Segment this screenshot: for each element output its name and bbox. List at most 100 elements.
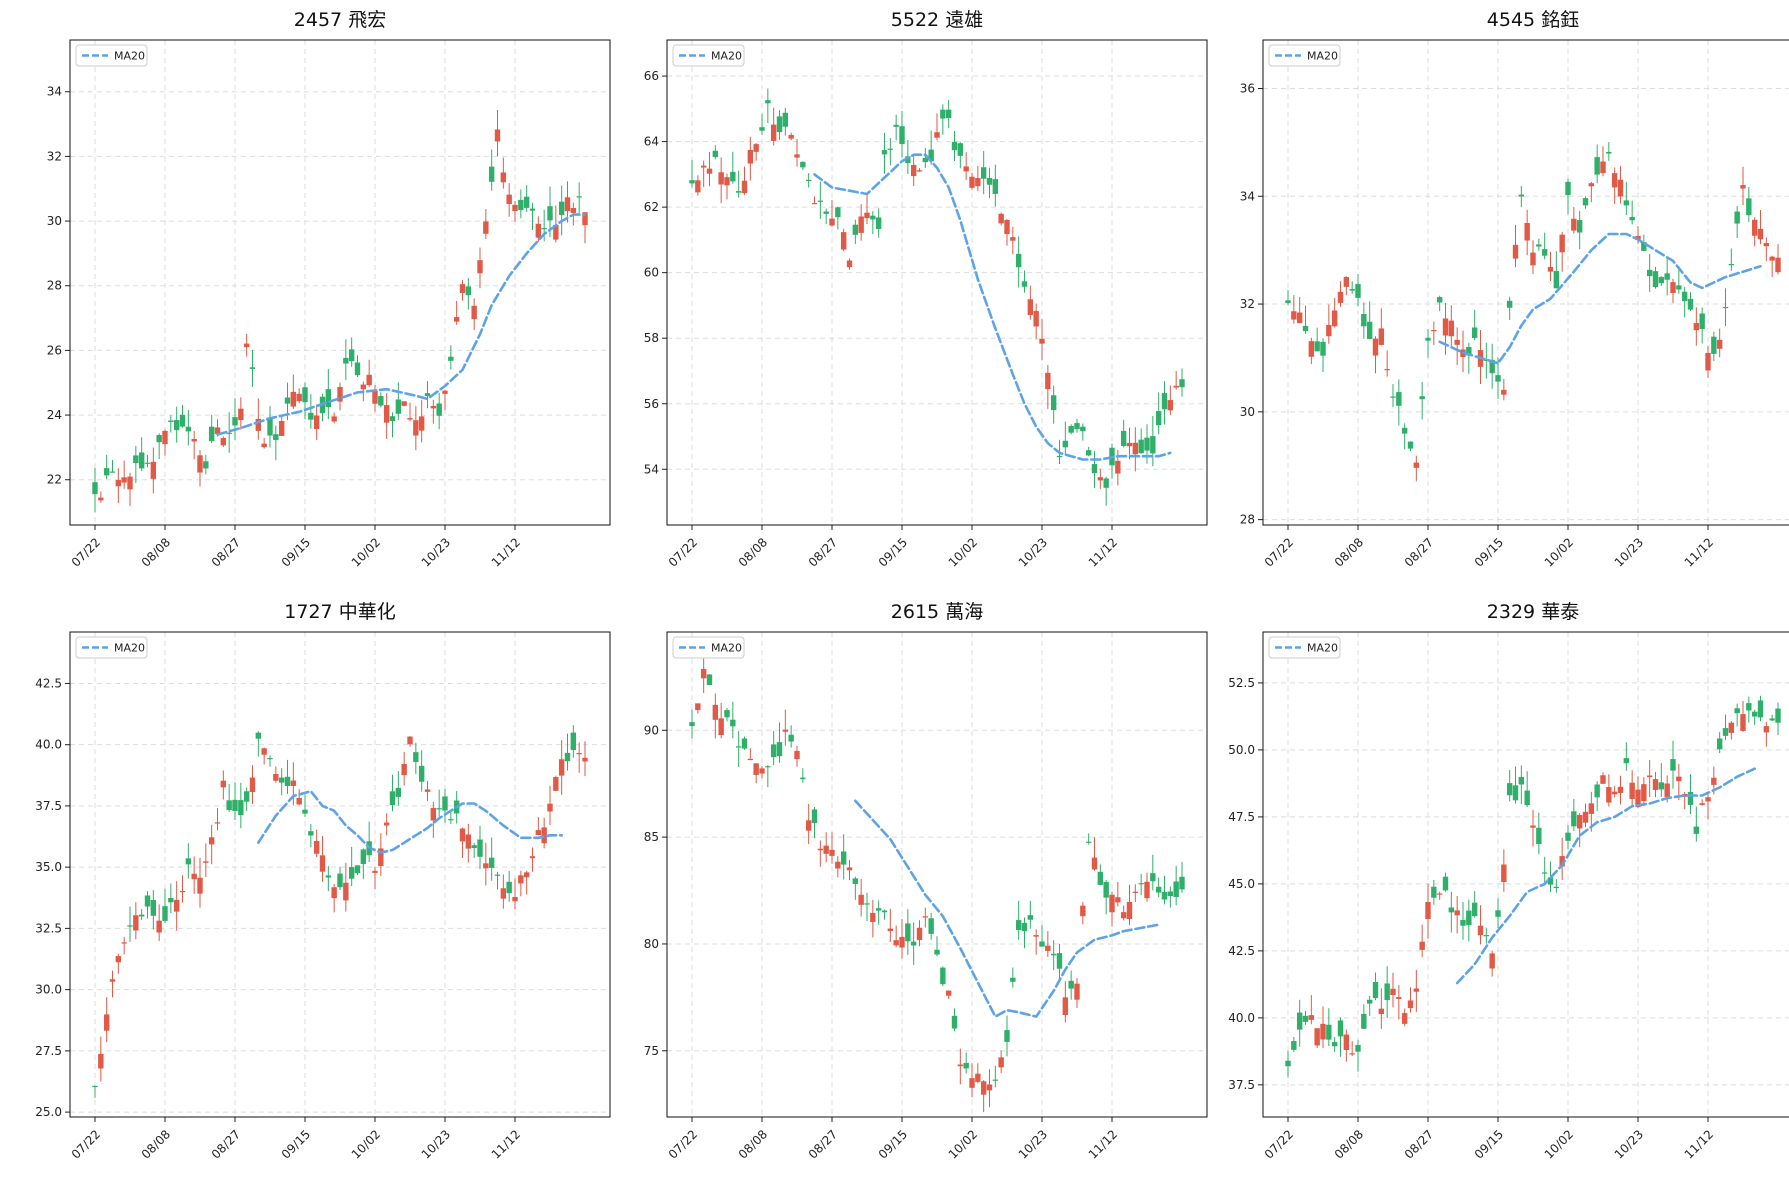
y-tick-label: 37.5 <box>1228 1078 1255 1092</box>
candle-body <box>945 990 952 996</box>
candle-body <box>1384 983 1390 1001</box>
y-tick-label: 45.0 <box>1228 877 1255 891</box>
candle <box>1378 988 1385 1029</box>
candle <box>1495 357 1501 399</box>
candle <box>934 936 940 957</box>
candle-body <box>940 967 946 985</box>
candle-body <box>1483 359 1490 361</box>
candle <box>1343 1029 1350 1062</box>
candle-body <box>794 750 800 760</box>
candle <box>1559 232 1565 272</box>
candle-body <box>1401 427 1408 434</box>
candle-body <box>348 867 355 879</box>
candle-body <box>1728 263 1735 266</box>
candle <box>389 412 396 438</box>
candle-body <box>980 167 987 179</box>
candle <box>1015 900 1022 940</box>
candle-body <box>1716 738 1723 750</box>
candle <box>535 816 542 836</box>
candle <box>1302 305 1309 334</box>
candle <box>1343 276 1350 296</box>
candle-body <box>418 765 425 782</box>
candle <box>881 132 888 174</box>
candle <box>992 164 999 207</box>
candle <box>249 349 256 387</box>
candle-body <box>1530 252 1536 266</box>
candle-body <box>325 875 332 878</box>
candle <box>1004 219 1010 246</box>
candle <box>401 401 407 407</box>
candle <box>858 879 864 917</box>
candle <box>1489 951 1495 977</box>
candle-body <box>267 417 273 436</box>
candle <box>535 216 542 242</box>
candle <box>1419 924 1425 958</box>
candle <box>413 742 419 775</box>
candle-body <box>975 178 981 187</box>
candle <box>1413 455 1420 482</box>
candle <box>1559 837 1565 880</box>
candle-body <box>1331 310 1338 327</box>
candle-body <box>273 774 279 781</box>
candle-body <box>992 1079 999 1081</box>
candle <box>1085 446 1092 457</box>
candle-body <box>1039 338 1045 344</box>
candle <box>823 208 829 225</box>
candle-body <box>1355 284 1361 298</box>
candle-body <box>1734 211 1740 224</box>
candle-body <box>846 867 853 871</box>
candle <box>354 355 361 378</box>
candle <box>712 145 719 160</box>
candle <box>226 412 232 453</box>
candle <box>150 447 157 494</box>
candle <box>273 766 279 783</box>
candle-body <box>1641 784 1647 802</box>
candle <box>899 110 905 158</box>
candle <box>1629 770 1635 806</box>
x-tick-label: 11/12 <box>1086 1127 1120 1161</box>
candle <box>150 890 157 930</box>
x-tick-label: 08/27 <box>1402 535 1436 569</box>
candle <box>1460 330 1466 373</box>
candle-body <box>805 820 812 831</box>
candle <box>1611 167 1618 205</box>
ma20-line <box>1438 232 1762 365</box>
candle <box>910 922 917 965</box>
candle-body <box>998 213 1004 224</box>
candle-body <box>916 927 923 941</box>
candle <box>1291 1036 1297 1053</box>
candle-body <box>203 461 209 469</box>
candle <box>273 425 279 461</box>
candle <box>115 468 122 504</box>
candle <box>724 173 730 200</box>
legend-box <box>1268 636 1341 659</box>
candle <box>506 183 512 217</box>
panel-1: 2457 飛宏 22 24 26 28 30 32 34 07/22 08/08 08/27 09/1… <box>47 9 611 570</box>
candle-body <box>1343 1034 1350 1050</box>
y-tick-label: 58 <box>644 331 659 345</box>
candle <box>1582 196 1589 209</box>
x-tick-label: 10/02 <box>1542 535 1576 569</box>
candle <box>1687 774 1694 814</box>
candle-body <box>1646 269 1653 277</box>
candle-body <box>547 803 553 812</box>
y-tick-label: 80 <box>644 937 659 951</box>
candle-body <box>741 738 748 749</box>
candle-body <box>1167 891 1174 897</box>
x-tick-label: 08/27 <box>1402 1127 1436 1161</box>
candle <box>1466 342 1472 374</box>
candle-body <box>541 827 547 844</box>
candle-body <box>1600 161 1606 174</box>
plot-frame <box>666 631 1208 1118</box>
candle <box>940 104 946 135</box>
panel-5: 2615 萬海 75 80 85 90 07/22 08/08 08/27 09/15 10/02… <box>644 601 1208 1162</box>
candle-body <box>1109 894 1115 913</box>
candle-body <box>197 455 203 473</box>
candle-body <box>1103 478 1109 488</box>
candle <box>220 436 227 448</box>
candle-body <box>1372 982 1379 999</box>
candle-body <box>144 895 151 907</box>
candle-body <box>127 925 133 927</box>
candle-body <box>905 923 911 942</box>
candle-body <box>1378 328 1385 345</box>
